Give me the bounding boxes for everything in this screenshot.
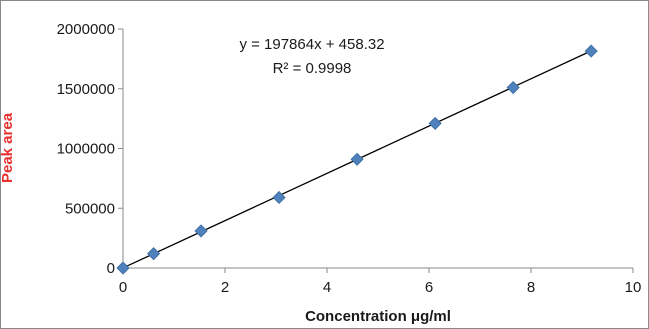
- x-tick-labels: 0 2 4 6 8 10: [119, 279, 642, 296]
- data-point-diamond: [272, 190, 286, 205]
- y-axis-title: Peak area: [0, 112, 16, 183]
- y-tick-label: 500000: [65, 200, 115, 217]
- y-tick-labels: 0 500000 1000000 1500000 2000000: [57, 21, 115, 277]
- data-points: [116, 44, 598, 275]
- r-squared-label: R² = 0.9998: [273, 60, 352, 77]
- x-tick-label: 10: [625, 279, 642, 296]
- x-tick-label: 2: [221, 279, 229, 296]
- x-tick-label: 8: [527, 279, 535, 296]
- x-axis-title: Concentration μg/ml: [305, 308, 451, 325]
- y-tick-label: 1000000: [57, 141, 115, 158]
- axes: [118, 28, 634, 273]
- y-tick-label: 1500000: [57, 81, 115, 98]
- data-point-diamond: [506, 80, 520, 95]
- x-tick-label: 0: [119, 279, 127, 296]
- x-tick-label: 6: [425, 279, 433, 296]
- y-tick-label: 2000000: [57, 21, 115, 38]
- data-point-diamond: [350, 152, 364, 166]
- trendline-equation: y = 197864x + 458.32: [239, 36, 384, 53]
- data-point-diamond: [147, 247, 161, 261]
- data-point-diamond: [116, 261, 130, 275]
- x-tick-label: 4: [323, 279, 331, 296]
- data-point-diamond: [428, 116, 442, 130]
- data-point-diamond: [194, 224, 208, 238]
- data-point-diamond: [584, 44, 598, 58]
- y-tick-label: 0: [107, 260, 115, 277]
